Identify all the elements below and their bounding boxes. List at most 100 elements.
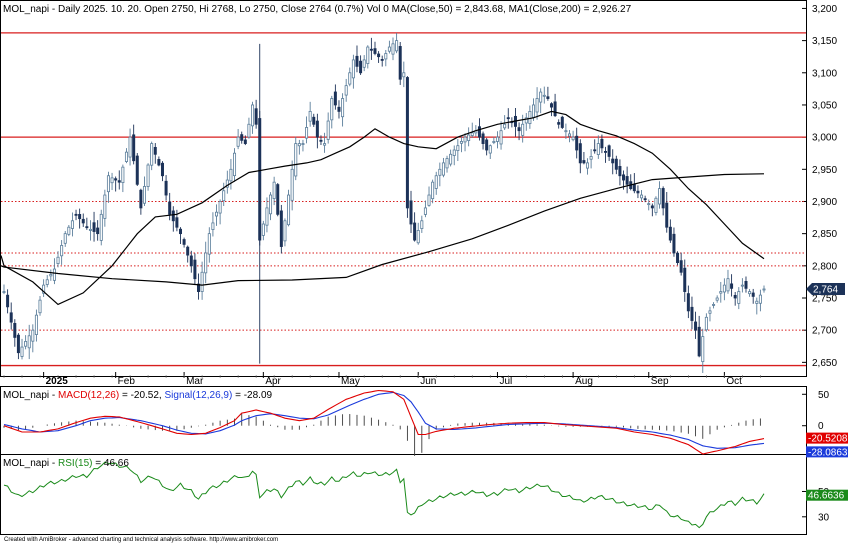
candle xyxy=(315,113,319,149)
candle-body xyxy=(38,299,42,314)
candle-body xyxy=(52,268,56,281)
candle-body xyxy=(701,336,705,363)
candle-body xyxy=(78,214,82,220)
candle xyxy=(470,122,474,138)
candle xyxy=(748,289,752,297)
candle xyxy=(384,49,388,67)
candle xyxy=(438,162,442,187)
candle-body xyxy=(20,346,24,357)
candle-body xyxy=(269,194,273,215)
candle-body xyxy=(636,190,640,194)
candle-body xyxy=(492,141,496,143)
candle xyxy=(323,132,327,153)
price-y-tick-label: 3,100 xyxy=(812,68,837,79)
candle xyxy=(70,212,74,237)
candle-body xyxy=(74,213,78,216)
candle xyxy=(49,269,53,281)
candle xyxy=(549,102,553,117)
candle-body xyxy=(175,217,179,228)
month-label: Sep xyxy=(651,376,669,387)
candle xyxy=(45,275,49,288)
candle-body xyxy=(254,108,258,125)
candle-body xyxy=(121,166,125,184)
candle-body xyxy=(542,94,546,97)
candle xyxy=(618,159,622,186)
candle-body xyxy=(560,116,564,128)
candle-body xyxy=(387,46,391,52)
candle xyxy=(398,42,402,85)
candle xyxy=(683,259,687,302)
candle xyxy=(607,144,611,161)
price-y-tick-label: 2,750 xyxy=(812,294,837,305)
candle xyxy=(9,302,13,330)
candle-body xyxy=(103,194,107,219)
candle xyxy=(492,136,496,145)
candle xyxy=(391,37,395,61)
candle-body xyxy=(481,133,485,144)
candle-body xyxy=(726,278,730,292)
candle-body xyxy=(319,139,323,142)
candle-body xyxy=(438,168,442,176)
candle-body xyxy=(67,226,71,235)
candle-body xyxy=(405,77,409,209)
candle xyxy=(416,222,420,245)
candle xyxy=(495,131,499,149)
candle xyxy=(665,191,669,233)
candle xyxy=(640,190,644,202)
candle xyxy=(218,199,222,225)
candle xyxy=(373,41,377,56)
candle-body xyxy=(45,279,49,285)
candle xyxy=(269,192,273,221)
candle-body xyxy=(737,291,741,304)
candle-body xyxy=(106,175,110,193)
candle-body xyxy=(247,123,251,138)
candle xyxy=(63,230,67,247)
candle-body xyxy=(204,252,208,274)
candle xyxy=(233,148,237,182)
candle xyxy=(290,160,294,211)
candle xyxy=(712,302,716,309)
candle xyxy=(301,139,305,152)
candle xyxy=(142,176,146,207)
candle-body xyxy=(679,260,683,273)
candle xyxy=(326,112,330,144)
candle xyxy=(513,107,517,137)
candle xyxy=(333,84,337,110)
candle xyxy=(441,157,445,178)
rsi-title-part: RSI(15) xyxy=(58,458,92,469)
candle-body xyxy=(211,222,215,230)
candle-body xyxy=(658,188,662,205)
candle-body xyxy=(81,218,85,224)
candle xyxy=(211,212,215,237)
candle xyxy=(279,204,283,254)
candle xyxy=(197,273,201,300)
macd-title-part: MOL_napi - xyxy=(3,390,58,401)
macd-value-label: -20.5208 xyxy=(808,434,848,445)
candle xyxy=(6,289,10,314)
candle-body xyxy=(276,184,280,215)
candle-body xyxy=(521,123,525,136)
candle xyxy=(485,137,489,156)
candle xyxy=(200,261,204,300)
candle-body xyxy=(557,122,561,125)
candle-body xyxy=(445,158,449,169)
candle xyxy=(744,276,748,293)
candle-body xyxy=(13,322,17,338)
price-y-tick-label: 3,000 xyxy=(812,133,837,144)
price-y-axis: 3,200 3,150 3,100 3,050 3,000 2,950 2,900 2,850… xyxy=(802,4,837,369)
candle-body xyxy=(146,164,150,187)
candle xyxy=(758,289,762,312)
candle xyxy=(499,121,503,150)
signal-value-label: -28.0863 xyxy=(808,447,848,458)
candle-body xyxy=(694,321,698,331)
candle xyxy=(146,163,150,191)
rsi-title-part: = 46.66 xyxy=(92,458,129,469)
rsi-y-tick-label: 30 xyxy=(818,512,830,523)
candle xyxy=(524,112,528,131)
candle xyxy=(344,78,348,102)
candle-body xyxy=(488,145,492,154)
candle-body xyxy=(261,223,265,236)
candle-body xyxy=(733,294,737,299)
price-y-tick-label: 2,650 xyxy=(812,358,837,369)
rsi-title-part: MOL_napi - xyxy=(3,458,58,469)
